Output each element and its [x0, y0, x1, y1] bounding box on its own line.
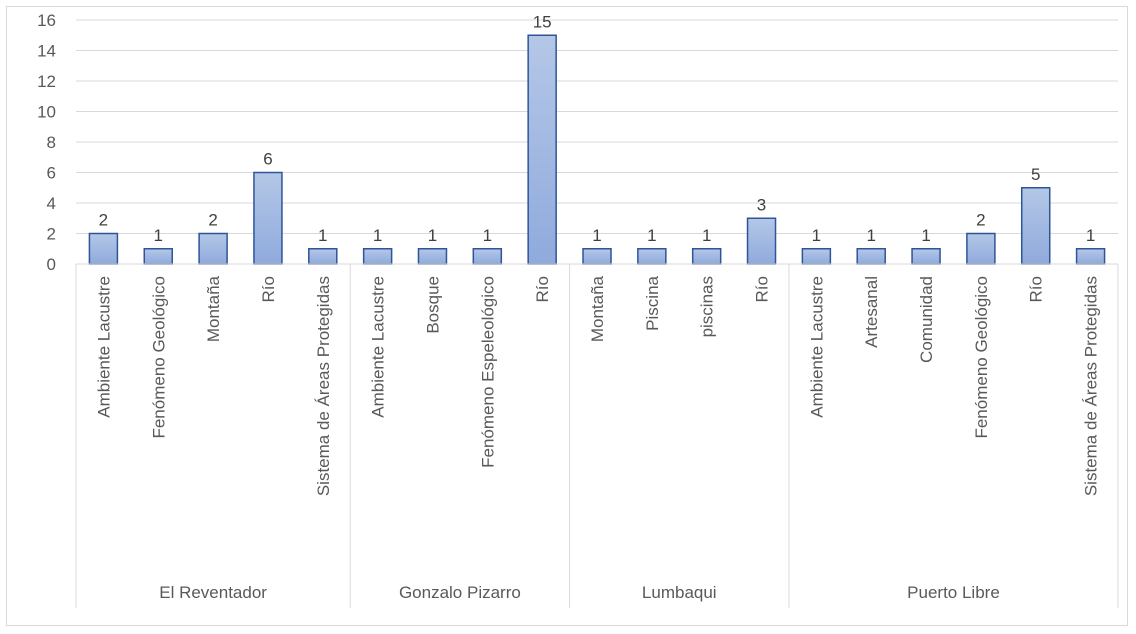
data-label: 1 [702, 226, 711, 245]
data-label: 1 [812, 226, 821, 245]
y-tick-label: 8 [47, 133, 56, 152]
category-label: Montaña [204, 275, 223, 342]
bar [1075, 248, 1106, 265]
y-tick-label: 12 [37, 72, 56, 91]
y-tick-label: 4 [47, 194, 56, 213]
y-tick-label: 0 [47, 255, 56, 274]
data-label: 3 [757, 195, 766, 214]
group-label: El Reventador [159, 583, 267, 602]
category-label: Sistema de Áreas Protegidas [1082, 276, 1101, 496]
bar [472, 248, 503, 265]
category-label: Artesanal [862, 276, 881, 348]
chart-frame [6, 6, 1128, 626]
data-label: 15 [533, 12, 552, 31]
bar [143, 248, 174, 265]
data-label: 2 [208, 211, 217, 230]
x-axis: Ambiente Lacustre Fenómeno Geológico Monta… [75, 263, 1119, 608]
bar [198, 232, 228, 265]
data-label: 1 [592, 226, 601, 245]
bar [746, 217, 777, 265]
category-label: Sistema de Áreas Protegidas [314, 276, 333, 496]
group-label: Puerto Libre [907, 583, 1000, 602]
bar [1020, 187, 1051, 265]
category-label: Comunidad [917, 276, 936, 363]
y-tick-label: 14 [37, 42, 56, 61]
bar [582, 248, 612, 265]
bars [88, 34, 1106, 265]
data-label: 1 [154, 226, 163, 245]
data-label: 1 [318, 226, 327, 245]
data-label: 2 [99, 211, 108, 230]
category-label: Ambiente Lacustre [807, 276, 826, 418]
bar [308, 248, 338, 265]
bar [691, 248, 722, 265]
data-label: 2 [976, 211, 985, 230]
y-tick-label: 2 [47, 225, 56, 244]
category-label: Río [259, 276, 278, 302]
data-label: 1 [373, 226, 382, 245]
bar [417, 248, 448, 265]
y-axis: 0 2 4 6 8 10 12 14 16 [37, 11, 56, 274]
category-label: piscinas [698, 276, 717, 337]
category-label: Río [753, 276, 772, 302]
category-label: Río [533, 276, 552, 302]
group-label: Lumbaqui [642, 583, 717, 602]
category-label: Ambiente Lacustre [94, 276, 113, 418]
bar [362, 248, 393, 265]
category-label: Piscina [643, 275, 662, 330]
bar [966, 232, 996, 265]
bar [856, 248, 886, 265]
bar [253, 171, 283, 265]
category-label: Río [1027, 276, 1046, 302]
bar [801, 248, 832, 265]
data-labels: 2 1 2 6 1 1 1 1 15 1 1 1 3 1 1 1 2 5 1 [99, 12, 1096, 245]
y-tick-label: 6 [47, 164, 56, 183]
data-label: 6 [263, 150, 272, 169]
data-label: 1 [647, 226, 656, 245]
bar [527, 34, 557, 265]
data-label: 1 [1086, 226, 1095, 245]
bar [637, 248, 667, 265]
category-label: Fenómeno Espeleológico [478, 276, 497, 468]
data-label: 1 [428, 226, 437, 245]
group-label: Gonzalo Pizarro [399, 583, 521, 602]
y-tick-label: 16 [37, 11, 56, 30]
data-label: 1 [921, 226, 930, 245]
data-label: 1 [483, 226, 492, 245]
category-label: Fenómeno Geológico [972, 276, 991, 439]
category-label: Bosque [423, 276, 442, 334]
y-tick-label: 10 [37, 103, 56, 122]
data-label: 5 [1031, 165, 1040, 184]
data-label: 1 [866, 226, 875, 245]
bar [88, 232, 119, 265]
category-label: Ambiente Lacustre [369, 276, 388, 418]
bar [911, 248, 941, 265]
category-label: Montaña [588, 275, 607, 342]
category-label: Fenómeno Geológico [149, 276, 168, 439]
